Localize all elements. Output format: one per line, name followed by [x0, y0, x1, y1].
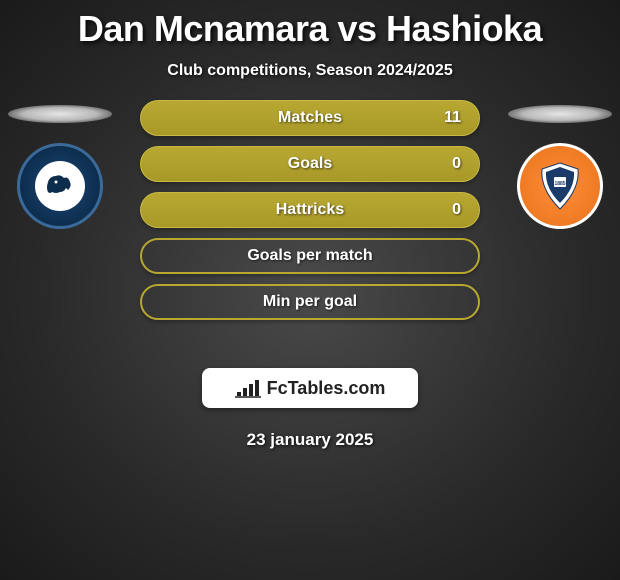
brand-badge: FcTables.com [202, 368, 418, 408]
stat-value: 0 [452, 155, 461, 173]
right-player-platform [508, 105, 612, 123]
left-player-platform [8, 105, 112, 123]
svg-text:1885: 1885 [554, 181, 565, 187]
brand-text: FcTables.com [267, 378, 386, 399]
stat-row-goals: Goals 0 [140, 146, 480, 182]
millwall-inner-circle [35, 161, 85, 211]
lion-icon [42, 168, 78, 204]
stat-pills-container: Matches 11 Goals 0 Hattricks 0 Goals per… [140, 100, 480, 330]
millwall-badge-icon [17, 143, 103, 229]
page-subtitle: Club competitions, Season 2024/2025 [0, 62, 620, 80]
page-title: Dan Mcnamara vs Hashioka [0, 0, 620, 50]
comparison-content: 1885 Matches 11 Goals 0 Hattricks 0 Goal… [0, 110, 620, 350]
luton-badge-icon: 1885 [517, 143, 603, 229]
stat-label: Goals per match [247, 247, 372, 265]
right-player-area: 1885 [508, 105, 612, 229]
stat-label: Matches [278, 109, 342, 127]
stat-label: Goals [288, 155, 332, 173]
stat-row-goals-per-match: Goals per match [140, 238, 480, 274]
date-text: 23 january 2025 [0, 430, 620, 450]
stat-row-min-per-goal: Min per goal [140, 284, 480, 320]
stat-row-hattricks: Hattricks 0 [140, 192, 480, 228]
stat-value: 0 [452, 201, 461, 219]
left-player-area [8, 105, 112, 229]
stat-value: 11 [444, 109, 461, 127]
bar-chart-icon [235, 378, 261, 398]
stat-row-matches: Matches 11 [140, 100, 480, 136]
shield-icon: 1885 [538, 161, 582, 211]
stat-label: Hattricks [276, 201, 344, 219]
stat-label: Min per goal [263, 293, 357, 311]
